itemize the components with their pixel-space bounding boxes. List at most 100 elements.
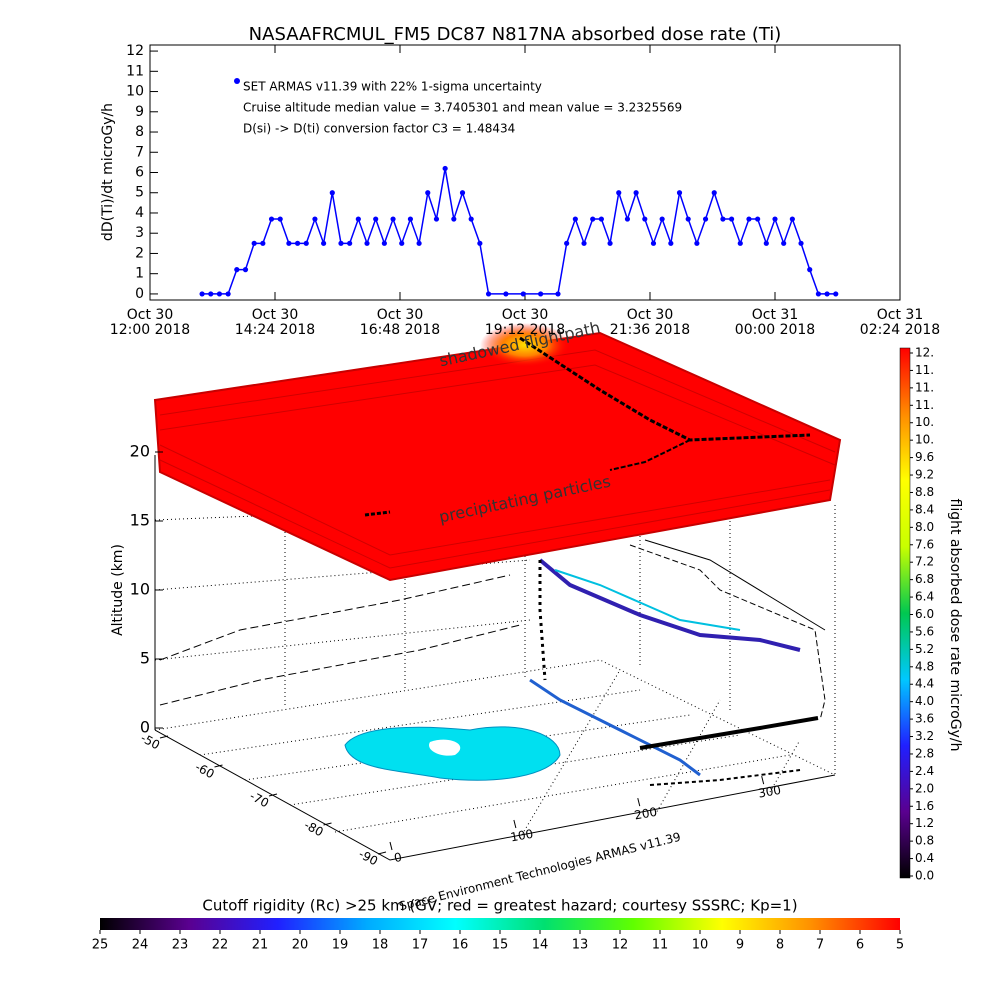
y-tick-label: 9 (135, 104, 144, 120)
flight-shadow (649, 769, 801, 786)
data-point (364, 240, 370, 246)
data-point (225, 291, 231, 297)
data-point (581, 240, 587, 246)
colorbar-label: flight absorbed dose rate microGy/h (947, 499, 963, 752)
colorbar-tick-label: 6.8 (915, 572, 934, 586)
lon-tick-label: 200 (633, 805, 658, 823)
data-point (728, 216, 735, 222)
data-point (303, 240, 309, 246)
legend-label: SET ARMAS v11.39 with 22% 1-sigma uncert… (243, 80, 542, 94)
colorbar-tick-label: 2.8 (915, 746, 934, 760)
flight-drop (538, 560, 547, 681)
colorbar-tick-label: 9.6 (915, 450, 934, 464)
data-point (399, 240, 405, 246)
series-line (202, 168, 836, 295)
colorbar-tick-label: 11. (915, 398, 934, 412)
data-point (451, 216, 457, 222)
x-tick-label: Oct 31 00:00 2018 (734, 307, 816, 338)
colorbar-tick-label: 8.8 (915, 485, 934, 499)
colorbar-tick-label: 3.2 (915, 729, 934, 743)
colorbar-tick-label: 16 (452, 938, 469, 953)
data-point (781, 240, 787, 246)
lat-tick-label: -60 (193, 760, 217, 782)
data-point (347, 240, 353, 246)
data-point (381, 240, 387, 246)
colorbar-tick-label: 17 (412, 938, 429, 953)
data-point (373, 216, 379, 222)
annotation: Cruise altitude median value = 3.7405301… (243, 101, 682, 115)
data-point (590, 216, 596, 222)
data-point (798, 240, 804, 246)
data-point (407, 216, 414, 222)
data-point (711, 190, 717, 196)
data-point (555, 291, 561, 297)
colorbar-tick-label: 8.4 (915, 502, 934, 516)
colorbar-tick-label: 3.6 (915, 712, 934, 726)
data-point (251, 240, 257, 246)
y-axis-label: dD(Ti)/dt microGy/h (100, 103, 116, 241)
data-point (737, 240, 743, 246)
data-point (564, 240, 570, 246)
colorbar-tick-label: 5.6 (915, 624, 934, 638)
particle-slab (153, 323, 842, 582)
colorbar-tick-label: 12. (915, 346, 934, 360)
data-point (242, 267, 249, 273)
data-point (260, 240, 266, 246)
x-tick-label: Oct 30 12:00 2018 (109, 307, 191, 338)
data-point (268, 216, 275, 222)
y-tick-label: 4 (135, 205, 144, 221)
colorbar-tick-label: 5 (896, 938, 904, 953)
colorbar-tick-label: 21 (252, 938, 269, 953)
lon-tick-label: 100 (509, 827, 534, 845)
y-tick-label: 11 (126, 63, 144, 79)
x-tick-label: Oct 30 16:48 2018 (359, 307, 441, 338)
chart-title: NASAAFRCMUL_FM5 DC87 N817NA absorbed dos… (249, 24, 782, 45)
flight-shadow (639, 716, 819, 750)
continent-hole (429, 739, 461, 756)
data-point (720, 216, 726, 222)
z-tick-label: 15 (130, 511, 150, 530)
data-point (833, 291, 839, 297)
colorbar (100, 918, 900, 930)
lon-tick (513, 819, 517, 829)
colorbar-tick-label: 9 (736, 938, 744, 953)
data-point (755, 216, 761, 222)
data-point (468, 216, 474, 222)
z-tick-label: 0 (140, 718, 150, 737)
projection-line (159, 624, 521, 706)
data-point (616, 190, 622, 196)
colorbar-tick-label: 2.0 (915, 781, 934, 795)
data-point (338, 240, 344, 246)
y-tick-label: 1 (135, 266, 144, 282)
data-point (459, 190, 466, 196)
colorbar-tick-label: 7 (816, 938, 824, 953)
data-point (624, 216, 631, 222)
lon-tick-label: 0 (393, 850, 403, 865)
data-point (329, 190, 335, 196)
data-point (294, 240, 301, 246)
colorbar-tick-label: 6.0 (915, 607, 934, 621)
annotation: D(si) -> D(ti) conversion factor C3 = 1.… (243, 122, 515, 136)
lat-tick-label: -80 (302, 818, 326, 840)
colorbar-tick-label: 4.0 (915, 694, 934, 708)
data-point (425, 190, 431, 196)
data-point (234, 267, 240, 273)
x-tick-label: Oct 30 19:12 2018 (484, 307, 566, 338)
colorbar-tick-label: 23 (172, 938, 189, 953)
colorbar-tick-label: 22 (212, 938, 229, 953)
lon-tick (389, 841, 393, 851)
data-point (642, 216, 648, 222)
data-point (694, 240, 700, 246)
data-point (355, 216, 361, 222)
colorbar-title: Cutoff rigidity (Rc) >25 km (GV; red = g… (202, 897, 797, 915)
data-point (650, 240, 657, 246)
colorbar-tick-label: 0.8 (915, 834, 934, 848)
y-tick-label: 10 (126, 84, 144, 100)
z-tick-label: 5 (140, 649, 150, 668)
colorbar (899, 347, 911, 879)
data-point (520, 291, 526, 297)
data-point (477, 240, 483, 246)
colorbar-tick-label: 1.2 (915, 816, 934, 830)
